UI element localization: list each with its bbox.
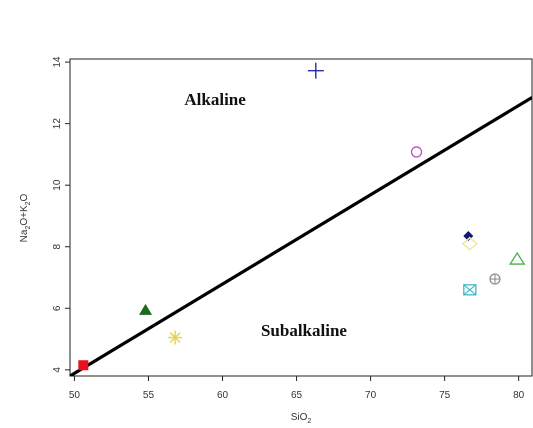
data-point-filled-triangle [139,303,153,315]
y-tick-label: 14 [52,56,63,68]
x-tick-label: 50 [69,390,81,401]
y-axis-label: Na2O+K2O [19,193,32,242]
y-axis: 4 6 8 10 12 14 [52,56,70,373]
region-label: Alkaline [184,90,246,109]
plot-frame [69,58,533,377]
data-point-open-circle [410,146,423,158]
data-points [78,62,526,371]
data-point-filled-square [78,360,89,371]
x-tick-label: 55 [143,390,155,401]
y-tick-label: 4 [52,367,63,373]
x-axis-label: SiO2 [291,412,312,425]
x-tick-label: 75 [439,390,451,401]
data-point-circle-plus [489,273,501,285]
data-point-boxed-x [463,284,477,296]
alkaline-subalkaline-divider [70,96,532,376]
y-tick-label: 8 [52,244,63,250]
region-labels: Alkaline Subalkaline [184,90,347,340]
data-point-open-triangle [509,251,526,265]
data-point-plus [307,62,324,79]
x-tick-label: 60 [217,390,229,401]
data-point-open-diamond [461,236,478,251]
x-axis: 50 55 60 65 70 75 80 [69,376,525,401]
region-label: Subalkaline [261,321,347,340]
y-tick-label: 12 [52,118,63,130]
y-tick-label: 10 [52,179,63,191]
y-tick-label: 6 [52,305,63,311]
x-tick-label: 70 [365,390,377,401]
data-point-asterisk [168,330,183,345]
x-tick-label: 65 [291,390,303,401]
x-tick-label: 80 [513,390,525,401]
